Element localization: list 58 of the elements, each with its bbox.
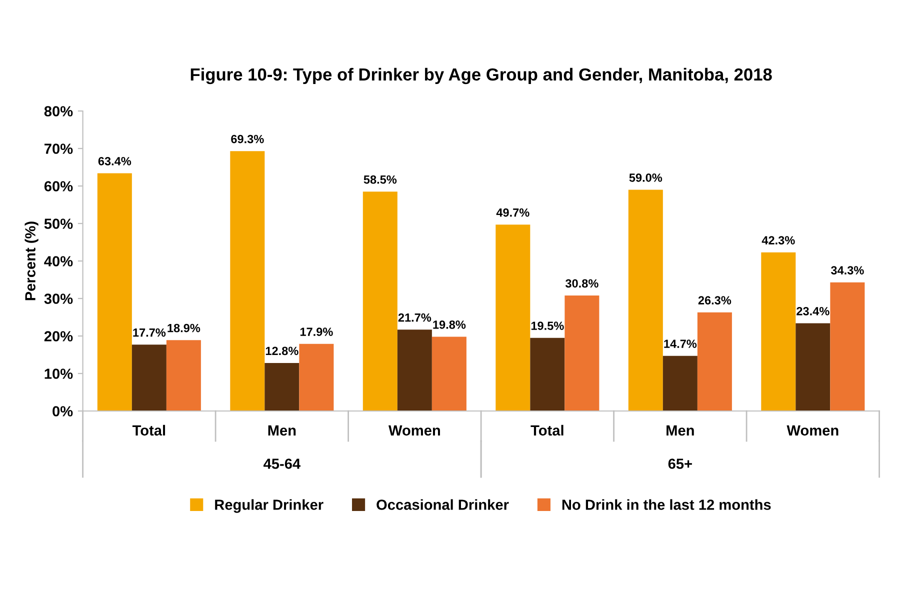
data-label: 14.7% <box>664 340 697 348</box>
bar <box>166 340 201 411</box>
bar <box>397 330 432 411</box>
data-label: 18.9% <box>168 324 200 332</box>
data-label: 26.3% <box>698 296 732 305</box>
data-label: 21.7% <box>398 313 432 322</box>
text: 45-64 <box>264 458 300 469</box>
x-tick-label: Total <box>530 424 564 436</box>
bar <box>230 151 265 411</box>
bar <box>97 173 132 411</box>
bar <box>530 338 565 411</box>
x-tick-label: Women <box>388 425 440 436</box>
bar <box>564 296 600 411</box>
y-tick-label: 50% <box>44 218 73 229</box>
data-label: 63.4% <box>98 157 132 166</box>
y-tick-label: 40% <box>44 256 73 266</box>
y-axis-title: Percent (%) <box>24 222 38 300</box>
y-tick-label: 60% <box>44 181 73 192</box>
x-tick-label: Men <box>666 425 694 436</box>
bar <box>830 282 865 411</box>
text: 65+ <box>668 458 692 469</box>
data-label: 17.9% <box>300 328 333 336</box>
bar <box>496 224 530 411</box>
data-label: 59.0% <box>629 174 662 182</box>
chart-title: Figure 10-9: Type of Drinker by Age Group and Gender, Manitoba, 2018 <box>190 68 772 84</box>
data-label: 19.8% <box>433 320 466 329</box>
data-label: 23.4% <box>796 307 830 316</box>
bar <box>796 323 830 411</box>
data-label: 49.7% <box>496 208 530 217</box>
bar <box>697 312 732 411</box>
x-tick-label: Men <box>268 425 296 436</box>
y-tick-label: 70% <box>44 144 73 154</box>
data-label: 69.3% <box>231 134 264 144</box>
legend-label: Regular Drinker <box>215 499 324 513</box>
legend-label: No Drink in the last 12 months <box>562 499 771 510</box>
data-label: 30.8% <box>565 279 598 288</box>
y-tick-label: 20% <box>44 331 73 342</box>
bar <box>761 252 796 411</box>
bar <box>662 356 698 411</box>
bar <box>264 363 300 411</box>
bar <box>299 344 334 411</box>
data-label: 42.3% <box>762 236 795 245</box>
bar <box>362 192 398 411</box>
data-label: 19.5% <box>531 322 564 330</box>
data-label: 34.3% <box>830 266 864 275</box>
y-tick-label: 30% <box>44 294 73 304</box>
x-tick-label: Total <box>132 424 166 436</box>
legend-label: Occasional Drinker <box>376 499 509 510</box>
y-tick-label: 10% <box>44 368 73 379</box>
data-label: 17.7% <box>133 328 166 337</box>
bar <box>132 344 166 411</box>
data-label: 12.8% <box>266 346 298 356</box>
y-tick-label: 0% <box>52 406 73 416</box>
data-label: 58.5% <box>364 175 397 184</box>
bar <box>432 336 466 411</box>
x-tick-label: Women <box>786 425 838 436</box>
bar <box>628 190 663 411</box>
y-tick-label: 80% <box>44 106 73 116</box>
